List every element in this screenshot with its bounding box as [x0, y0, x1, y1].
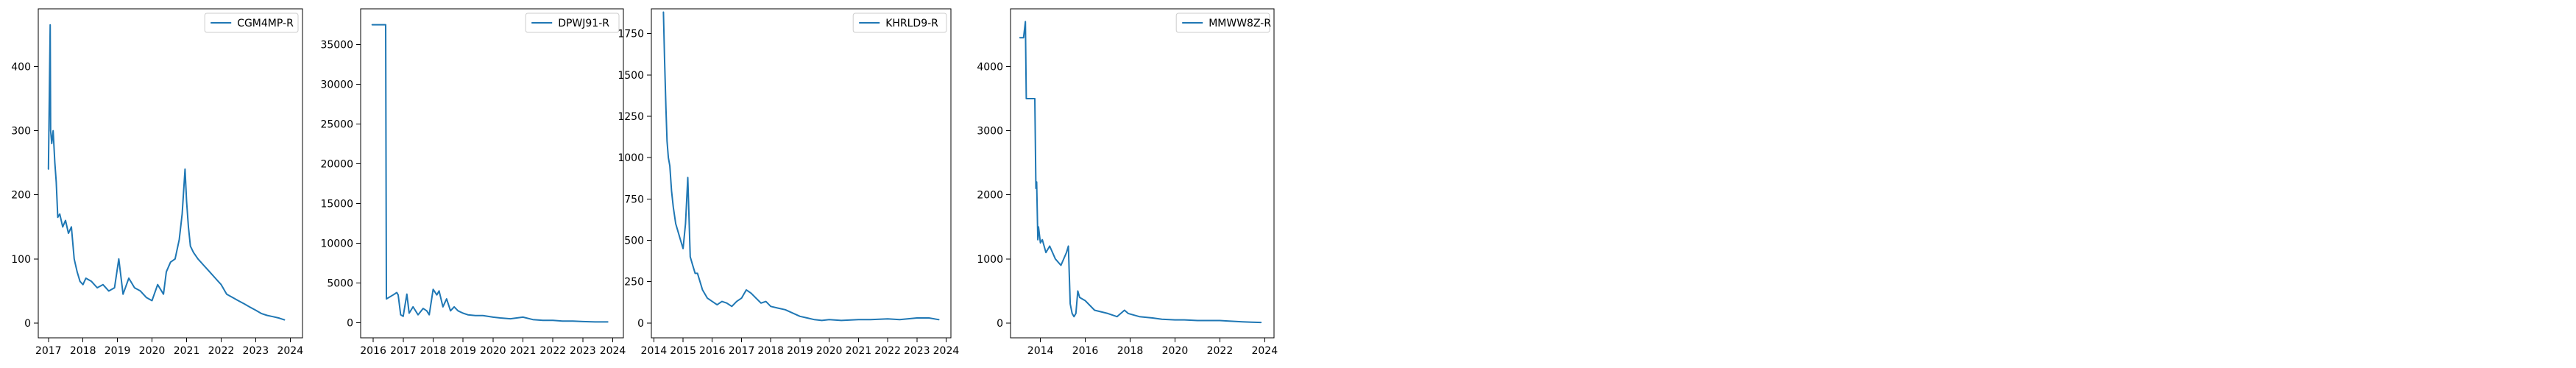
x-tick-label: 2020: [480, 345, 506, 357]
x-tick-label: 2017: [729, 345, 755, 357]
chart-panel-khrld9: 2014 2015 2016 2017 2018 2019 2020 2021 2022 2023…: [618, 8, 960, 357]
y-tick-label: 0: [637, 318, 644, 330]
x-tick-label: 2014: [1027, 345, 1054, 357]
y-tick-label: 5000: [327, 278, 353, 290]
x-tick-label: 2020: [139, 345, 166, 357]
y-tick-label: 3000: [977, 126, 1003, 138]
y-tick-label: 25000: [320, 119, 353, 131]
y-tick-label: 1000: [618, 152, 644, 164]
y-tick-label: 500: [624, 235, 644, 247]
legend-label: MMWW8Z-R: [1209, 18, 1271, 29]
x-tick-label: 2022: [1207, 345, 1234, 357]
x-tick-label: 2022: [208, 345, 235, 357]
x-tick-label: 2019: [787, 345, 813, 357]
x-tick-label: 2024: [277, 345, 303, 357]
x-tick-label: 2018: [70, 345, 96, 357]
legend-box: [525, 13, 620, 33]
x-tick-label: 2024: [1251, 345, 1278, 357]
x-tick-label: 2014: [641, 345, 668, 357]
y-tick-label: 2000: [977, 190, 1003, 202]
y-tick-label: 250: [624, 277, 644, 289]
legend-label: CGM4MP-R: [237, 18, 294, 29]
y-tick-label: 1000: [977, 254, 1003, 266]
y-tick-label: 1750: [618, 29, 644, 40]
x-tick-label: 2023: [243, 345, 269, 357]
x-tick-label: 2020: [1162, 345, 1189, 357]
chart-panel-mmww8z: 2014 2016 2018 2020 2022 2024 0 1000 2000 3000 400…: [977, 8, 1278, 357]
x-tick-label: 2021: [510, 345, 537, 357]
series-line: [47, 24, 286, 321]
legend-label: DPWJ91-R: [558, 18, 609, 29]
series-line: [1019, 21, 1262, 324]
y-tick-label: 300: [11, 126, 31, 138]
y-tick-label: 100: [11, 254, 31, 266]
x-tick-label: 2021: [846, 345, 872, 357]
series-line: [662, 11, 940, 322]
legend-box: [852, 13, 947, 33]
x-tick-label: 2019: [105, 345, 131, 357]
chart-panel-cgm4mp: 2017 2018 2019 2020 2021 2022 2023 2024 0 100 200 3…: [11, 8, 303, 357]
x-tick-label: 2022: [874, 345, 901, 357]
y-tick-label: 1500: [618, 70, 644, 82]
x-tick-label: 2017: [390, 345, 417, 357]
series-line: [371, 24, 609, 323]
x-tick-label: 2015: [670, 345, 696, 357]
y-tick-label: 0: [24, 318, 31, 330]
x-tick-label: 2017: [35, 345, 62, 357]
x-tick-label: 2020: [816, 345, 843, 357]
y-tick-label: 20000: [320, 159, 353, 171]
y-tick-label: 35000: [320, 40, 353, 52]
plot-frame: [38, 8, 303, 339]
x-tick-label: 2022: [539, 345, 566, 357]
y-tick-label: 15000: [320, 199, 353, 210]
plot-frame: [1010, 8, 1275, 339]
x-tick-label: 2018: [420, 345, 447, 357]
x-tick-label: 2023: [570, 345, 596, 357]
x-tick-label: 2024: [933, 345, 960, 357]
x-tick-label: 2016: [360, 345, 386, 357]
y-tick-label: 0: [347, 317, 353, 329]
y-tick-label: 400: [11, 61, 31, 73]
x-tick-label: 2016: [699, 345, 726, 357]
y-tick-label: 200: [11, 190, 31, 202]
plot-frame: [651, 8, 952, 339]
x-tick-label: 2016: [1072, 345, 1099, 357]
y-tick-label: 4000: [977, 61, 1003, 73]
chart-panel-dpwj91: 2016 2017 2018 2019 2020 2021 2022 2023 2024 0 500…: [320, 8, 626, 357]
legend-box: [1175, 13, 1270, 33]
legend-label: KHRLD9-R: [885, 18, 938, 29]
legend-box: [204, 13, 299, 33]
y-tick-label: 0: [997, 318, 1003, 330]
y-tick-label: 10000: [320, 238, 353, 250]
plot-frame: [360, 8, 624, 339]
x-tick-label: 2018: [1117, 345, 1144, 357]
y-tick-label: 30000: [320, 79, 353, 91]
x-tick-label: 2024: [600, 345, 626, 357]
y-tick-label: 750: [624, 194, 644, 205]
x-tick-label: 2019: [450, 345, 476, 357]
x-tick-label: 2023: [904, 345, 930, 357]
x-tick-label: 2018: [757, 345, 784, 357]
x-tick-label: 2021: [174, 345, 200, 357]
y-tick-label: 1250: [618, 111, 644, 123]
